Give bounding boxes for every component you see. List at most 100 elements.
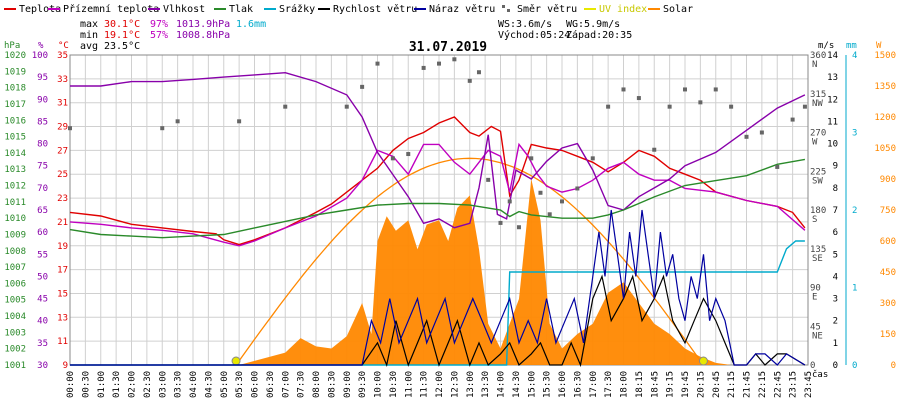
wind-direction-dot — [344, 104, 349, 109]
x-tick-label: 02:00 — [128, 371, 138, 398]
x-tick-label: 20:15 — [696, 371, 706, 398]
solar-tick: 900 — [880, 175, 896, 185]
stat-max-rain: 1.6mm — [236, 19, 266, 30]
stat-max-temp: 30.1°C — [104, 19, 140, 30]
pressure-tick: 1004 — [4, 312, 26, 322]
x-tick-label: 15:30 — [543, 371, 553, 398]
wind-direction-dot — [775, 164, 780, 169]
temperature-tick: 19 — [57, 242, 68, 252]
wind-direction-dot — [744, 134, 749, 139]
x-tick-label: 11:30 — [420, 371, 430, 398]
rain-tick: 4 — [852, 51, 857, 61]
humidity-tick: 30 — [37, 361, 48, 371]
humidity-tick: 40 — [37, 317, 48, 327]
legend-label-3: Tlak — [229, 4, 253, 15]
x-tick-label: 23:45 — [804, 371, 814, 398]
x-tick-label: 07:00 — [281, 371, 291, 398]
rain-tick: 0 — [852, 361, 857, 371]
x-tick-label: 22:15 — [758, 371, 768, 398]
wind-tick: 1 — [833, 339, 838, 349]
rain-tick: 1 — [852, 284, 857, 294]
wind-tick: 4 — [833, 272, 838, 282]
wind-direction-dot — [160, 126, 165, 131]
unit-cas: čas — [812, 369, 828, 380]
series-teplota — [69, 116, 806, 246]
x-tick-label: 01:30 — [112, 371, 122, 398]
x-tick-label: 17:00 — [589, 371, 599, 398]
temperature-tick: 21 — [57, 218, 68, 228]
wind-direction-dot — [575, 186, 580, 191]
stat-max-hum: 97% — [150, 19, 168, 30]
wind-direction-dot — [667, 104, 672, 109]
legend-label-7: Směr větru — [517, 3, 577, 15]
chart-date-title: 31.07.2019 — [409, 40, 487, 55]
stat-min-temp: 19.1°C — [104, 30, 140, 41]
series-tlak — [69, 158, 806, 239]
wind-tick: 7 — [833, 206, 838, 216]
humidity-tick: 50 — [37, 272, 48, 282]
legend-label-0: Teplota — [19, 4, 61, 15]
stat-min-hum: 57% — [150, 30, 168, 41]
x-tick-label: 18:00 — [620, 371, 630, 398]
wind-direction-dot — [375, 61, 380, 66]
wind-direction-dot — [606, 104, 611, 109]
solar-tick: 150 — [880, 330, 896, 340]
direction-tick: 135 — [810, 245, 826, 255]
x-tick-label: 09:30 — [358, 371, 368, 398]
x-tick-label: 04:00 — [189, 371, 199, 398]
legend-label-2: Vlhkost — [163, 4, 205, 15]
series-srazky — [70, 240, 805, 366]
wind-tick: 3 — [833, 295, 838, 305]
temperature-tick: 23 — [57, 194, 68, 204]
x-tick-label: 19:45 — [681, 371, 691, 398]
x-tick-label: 13:30 — [481, 371, 491, 398]
pressure-tick: 1016 — [4, 116, 26, 126]
x-tick-label: 22:45 — [773, 371, 783, 398]
solar-area-shape — [70, 179, 805, 365]
x-tick-label: 06:30 — [266, 371, 276, 398]
x-tick-label: 04:30 — [204, 371, 214, 398]
pressure-tick: 1011 — [4, 198, 26, 208]
wind-direction-dots — [68, 57, 807, 230]
x-tick-label: 10:00 — [374, 371, 384, 398]
wind-direction-dot — [237, 119, 242, 124]
solar-theoretical-line — [235, 157, 704, 366]
wind-direction-dot — [406, 152, 411, 157]
temperature-tick: 17 — [57, 266, 68, 276]
stat-avg-label: avg — [80, 41, 98, 52]
x-tick-label: 03:30 — [174, 371, 184, 398]
humidity-tick: 75 — [37, 162, 48, 172]
x-tick-label: 03:00 — [158, 371, 168, 398]
x-tick-label: 05:30 — [235, 371, 245, 398]
pressure-tick: 1013 — [4, 165, 26, 175]
x-tick-label: 08:30 — [327, 371, 337, 398]
direction-tick: 90 — [810, 284, 821, 294]
legend-label-4: Srážky — [279, 3, 315, 15]
compass-tick: N — [812, 60, 817, 70]
wind-direction-dot — [476, 70, 481, 75]
series-vlhkost — [70, 71, 806, 229]
x-tick-label: 02:30 — [143, 371, 153, 398]
rain-tick: 3 — [852, 129, 857, 139]
compass-tick: NW — [812, 99, 823, 109]
temperature-tick: 35 — [57, 51, 68, 61]
solar-area — [70, 157, 805, 366]
wind-tick: 5 — [833, 250, 838, 260]
temperature-tick: 29 — [57, 123, 68, 133]
solar-tick: 600 — [880, 237, 896, 247]
wind-tick: 0 — [833, 361, 838, 371]
wind-direction-dot — [802, 104, 807, 109]
wind-direction-dot — [486, 177, 491, 182]
humidity-tick: 80 — [37, 140, 48, 150]
legend-label-5: Rychlost větru — [333, 3, 417, 15]
wind-tick: 13 — [827, 73, 838, 83]
temperature-tick: 31 — [57, 99, 68, 109]
x-tick-label: 09:00 — [343, 371, 353, 398]
sunset-marker — [698, 356, 708, 366]
x-tick-label: 11:00 — [404, 371, 414, 398]
x-tick-label: 23:15 — [789, 371, 799, 398]
x-tick-label: 15:00 — [527, 371, 537, 398]
series-rychlost — [70, 274, 806, 368]
unit-pct: % — [38, 41, 44, 51]
wind-direction-dot — [68, 126, 72, 131]
